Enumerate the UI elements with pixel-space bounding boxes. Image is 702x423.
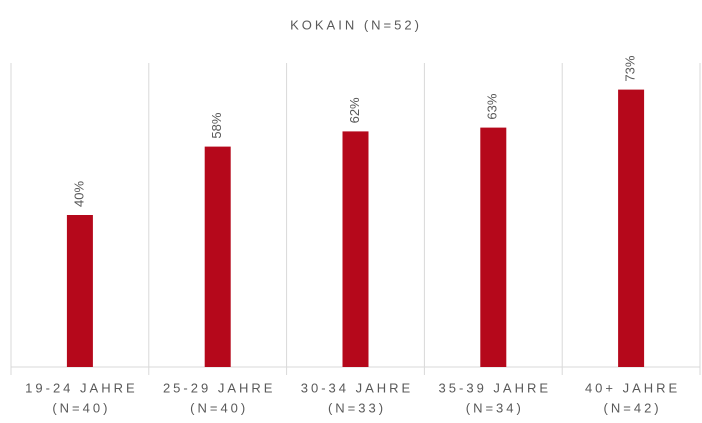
bar (480, 127, 507, 367)
x-tick-label: 30-34 JAHRE (301, 380, 413, 395)
x-tick-label: 25-29 JAHRE (163, 380, 275, 395)
x-tick-label: 35-39 JAHRE (439, 380, 551, 395)
value-label: 58% (209, 112, 224, 138)
value-label: 63% (485, 93, 500, 119)
bar (342, 131, 369, 367)
bar (618, 89, 645, 367)
value-label: 62% (347, 97, 362, 123)
x-tick-label: (N=42) (604, 400, 662, 415)
x-tick-label: (N=33) (328, 400, 386, 415)
x-tick-label: 40+ JAHRE (585, 380, 680, 395)
value-label: 73% (623, 55, 638, 81)
bar (66, 215, 93, 367)
x-tick-label: 19-24 JAHRE (25, 380, 137, 395)
x-tick-label: (N=40) (190, 400, 248, 415)
x-tick-label: (N=34) (466, 400, 524, 415)
x-tick-label: (N=40) (52, 400, 110, 415)
bar (204, 146, 231, 367)
value-label: 40% (71, 181, 86, 207)
chart-title: KOKAIN (N=52) (290, 17, 422, 32)
